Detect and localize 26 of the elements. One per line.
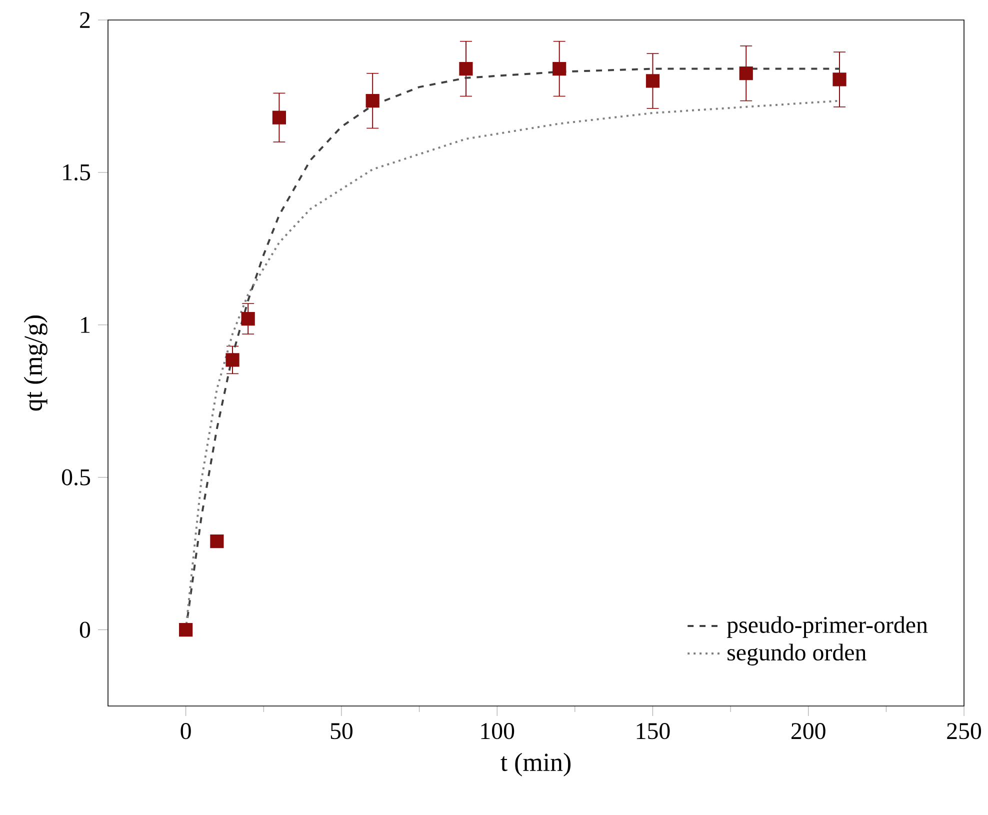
point <box>272 110 286 124</box>
point <box>226 353 240 367</box>
x-axis-title: t (min) <box>500 752 570 776</box>
point <box>241 312 255 326</box>
point <box>210 534 224 548</box>
legend-label: pseudo-primer-orden <box>726 616 928 638</box>
x-tick-label: 0 <box>180 723 191 740</box>
point <box>179 622 193 637</box>
point <box>552 62 566 76</box>
point <box>459 62 473 76</box>
x-tick-label: 250 <box>947 723 982 740</box>
y-tick-label: 1 <box>81 316 90 333</box>
x-tick-label: 50 <box>330 723 352 740</box>
point <box>366 94 380 108</box>
y-tick-label: 1.5 <box>63 164 90 181</box>
legend-label: segundo orden <box>728 644 866 666</box>
x-tick-label: 150 <box>636 723 670 740</box>
y-tick-label: 2 <box>80 12 90 28</box>
y-tick-label: 0 <box>80 622 90 638</box>
point <box>646 74 660 88</box>
x-tick-label: 100 <box>481 723 514 740</box>
x-tick-label: 200 <box>792 723 826 740</box>
point <box>739 66 753 80</box>
y-axis-title: qt (mg/g) <box>24 316 48 411</box>
y-tick-label: 0.5 <box>62 469 90 486</box>
point <box>832 72 846 86</box>
